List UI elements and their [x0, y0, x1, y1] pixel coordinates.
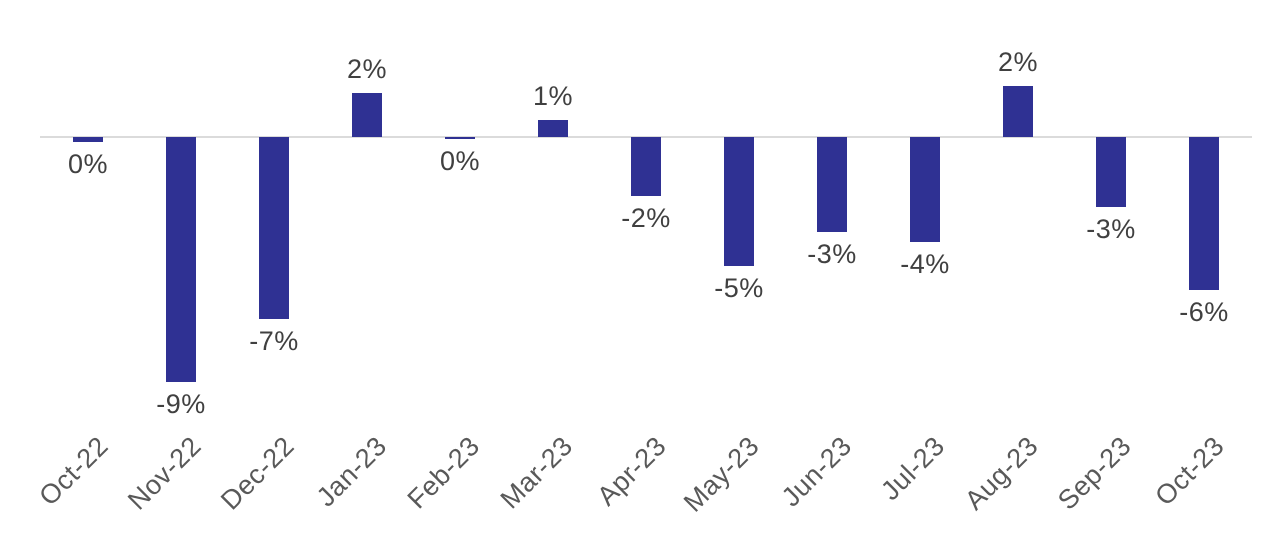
- x-tick-label-jul-23: Jul-23: [875, 430, 951, 507]
- value-label-feb-23: 0%: [439, 146, 481, 176]
- x-tick-label-mar-23: Mar-23: [495, 430, 579, 515]
- x-tick-label-aug-23: Aug-23: [959, 430, 1044, 516]
- x-tick-label-dec-22: Dec-22: [215, 430, 300, 516]
- x-tick-label-jun-23: Jun-23: [776, 430, 858, 513]
- value-label-aug-23: 2%: [997, 47, 1039, 78]
- bar-apr-23: [631, 137, 661, 197]
- x-tick-label-feb-23: Feb-23: [402, 430, 486, 515]
- bar-nov-22: [166, 137, 196, 382]
- value-label-jun-23: -3%: [807, 239, 857, 270]
- value-label-oct-23: -6%: [1179, 296, 1229, 327]
- value-label-jul-23: -4%: [900, 248, 950, 279]
- bar-aug-23: [1003, 86, 1033, 137]
- bar-may-23: [724, 137, 754, 267]
- bar-jun-23: [817, 137, 847, 233]
- value-label-may-23: -5%: [714, 273, 764, 304]
- value-label-dec-22: -7%: [249, 326, 299, 357]
- bar-sep-23: [1096, 137, 1126, 207]
- bar-feb-23: [445, 137, 475, 139]
- value-label-sep-23: -3%: [1086, 213, 1136, 244]
- bar-jan-23: [352, 93, 382, 137]
- bar-dec-22: [259, 137, 289, 320]
- x-tick-label-apr-23: Apr-23: [591, 430, 672, 512]
- x-tick-label-sep-23: Sep-23: [1052, 430, 1137, 516]
- value-label-apr-23: -2%: [621, 203, 671, 234]
- x-tick-label-nov-22: Nov-22: [122, 430, 207, 516]
- bar-jul-23: [910, 137, 940, 242]
- value-label-jan-23: 2%: [346, 54, 388, 85]
- x-tick-label-oct-22: Oct-22: [33, 430, 114, 512]
- value-label-oct-22: 0%: [67, 149, 109, 180]
- x-tick-label-oct-23: Oct-23: [1149, 430, 1230, 512]
- value-label-nov-22: -9%: [156, 388, 206, 419]
- bar-oct-22: [73, 137, 103, 143]
- value-label-mar-23: 1%: [532, 80, 574, 111]
- bar-oct-23: [1189, 137, 1219, 290]
- bar-mar-23: [538, 119, 568, 137]
- x-tick-label-may-23: May-23: [677, 430, 765, 518]
- x-tick-label-jan-23: Jan-23: [311, 430, 393, 513]
